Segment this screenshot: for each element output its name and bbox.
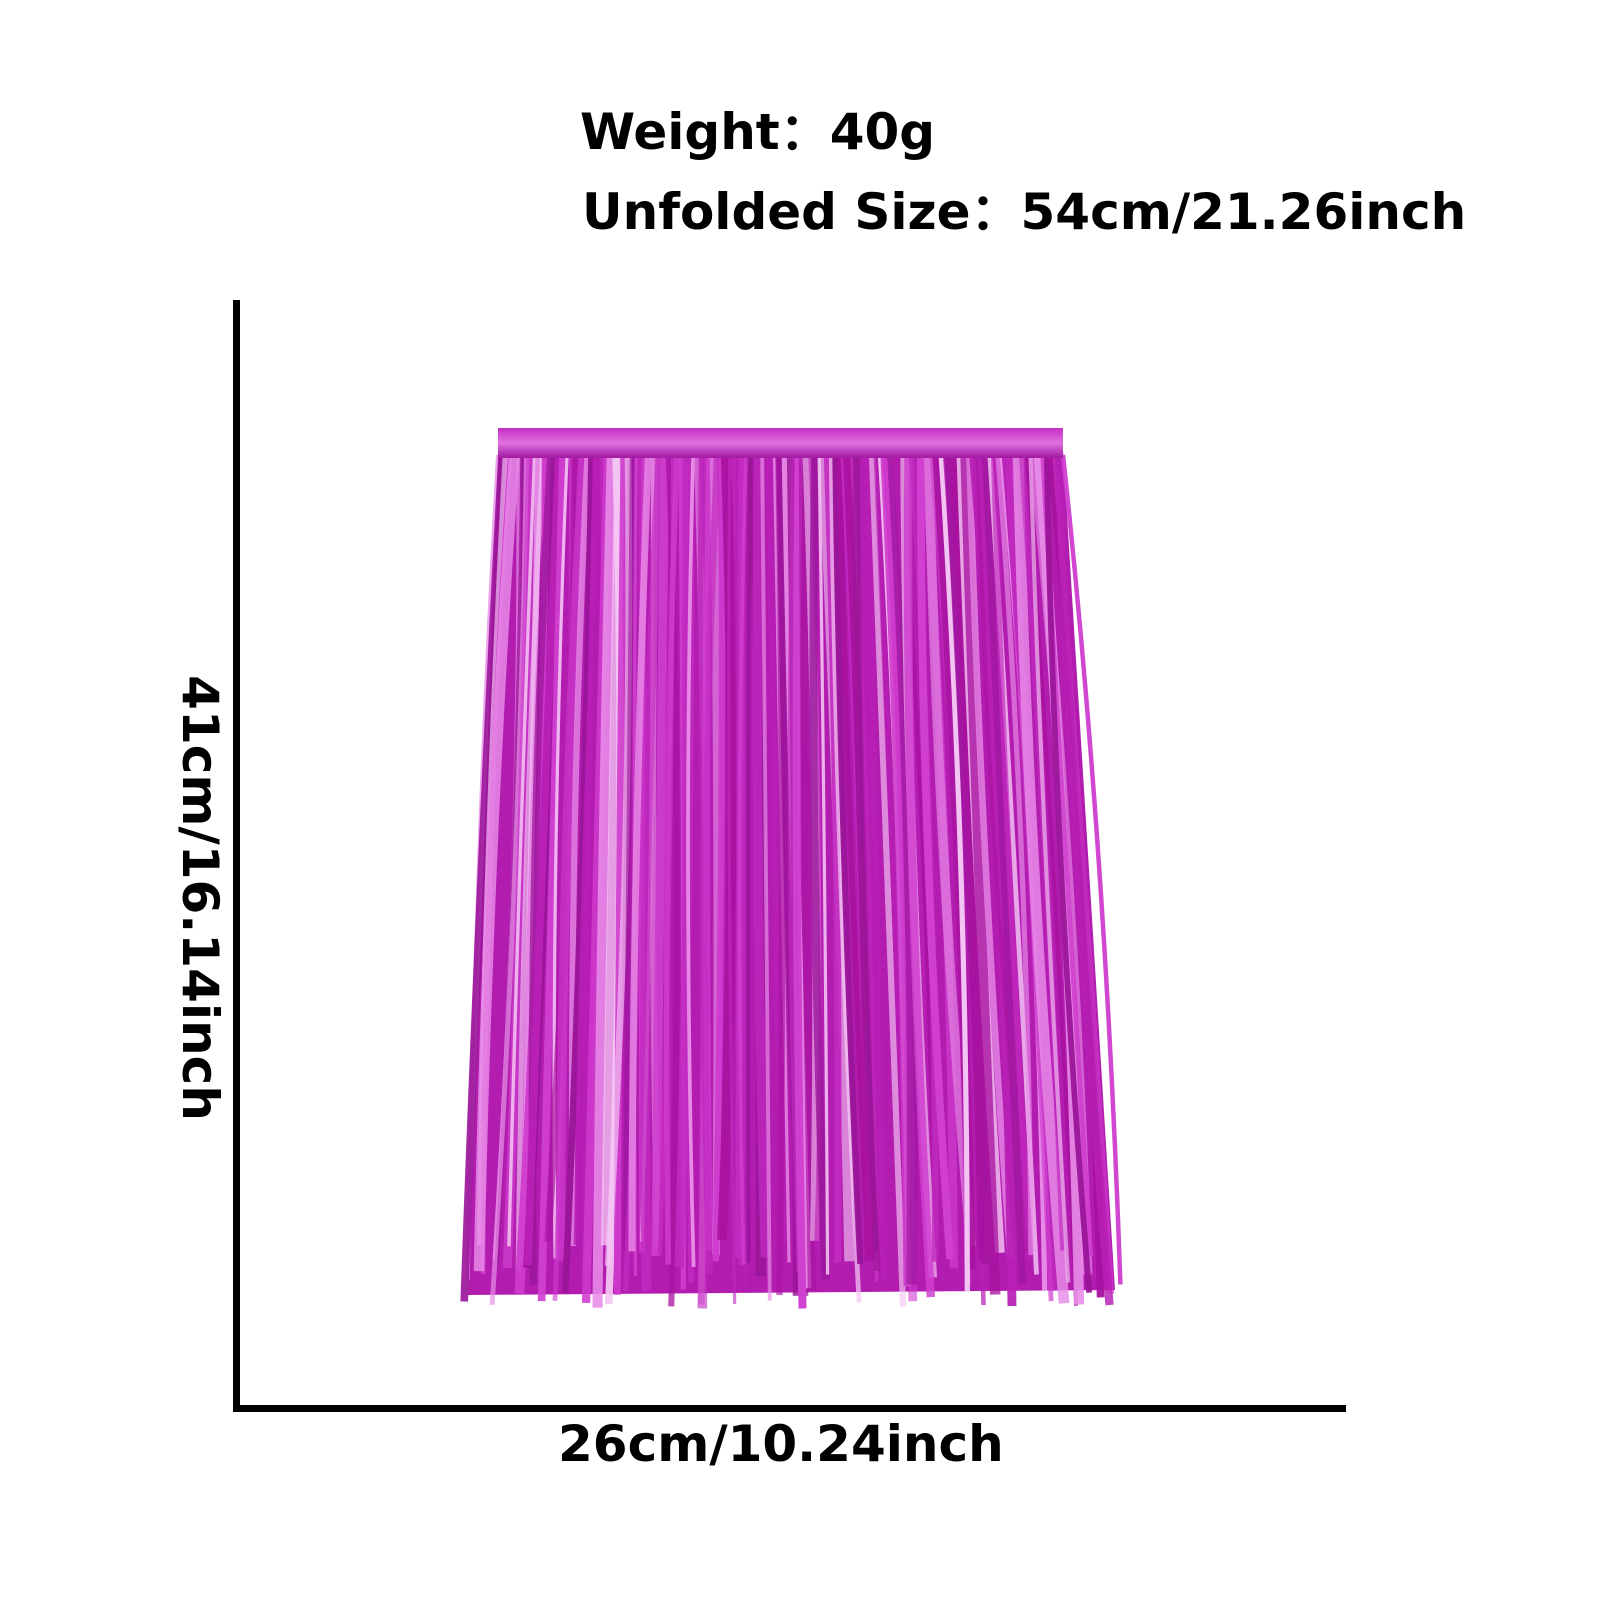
width-dimension-label: 26cm/10.24inch <box>558 1415 1004 1473</box>
fringe-strand <box>1028 454 1071 1283</box>
fringe-strand <box>817 454 830 1275</box>
fringe-strand <box>792 454 807 1309</box>
fringe-strand <box>613 454 628 1295</box>
fringe-strand <box>746 454 752 1263</box>
fringe-strand <box>836 454 871 1241</box>
fringe-strand <box>1054 454 1114 1306</box>
fringe-strand <box>798 454 816 1291</box>
fringe-strand <box>857 454 880 1252</box>
fringe-strand <box>651 454 670 1257</box>
fringe-strand <box>737 454 748 1265</box>
fringe-strand <box>828 454 862 1303</box>
fringe-strand <box>573 454 602 1245</box>
fringe-strand <box>938 454 970 1292</box>
fringe-strand <box>865 454 887 1282</box>
fringe-strand <box>561 454 595 1294</box>
fringe-strand <box>460 454 506 1302</box>
fringe-strand <box>686 454 696 1267</box>
fringe-strand <box>601 454 626 1246</box>
fringe-strand <box>524 454 563 1266</box>
fringe-strand <box>960 454 1001 1295</box>
fringe-strand <box>924 454 976 1247</box>
fringe-strand <box>809 454 830 1280</box>
fringe-strand <box>903 454 935 1298</box>
fringe-strand <box>1012 454 1070 1304</box>
fringe-strand <box>1043 454 1093 1293</box>
fringe-strand <box>473 454 520 1272</box>
fringe-strand <box>622 454 635 1252</box>
fringe-strand <box>868 454 907 1307</box>
fringe-strand <box>966 454 1014 1259</box>
fringe-strand <box>628 454 652 1252</box>
fringe-strand <box>592 454 617 1308</box>
fringe-strand <box>752 454 770 1258</box>
fringe-strand <box>702 454 721 1275</box>
fringe-strand <box>916 454 954 1260</box>
fringe-strands <box>460 450 1123 1309</box>
fringe-strand <box>640 454 666 1292</box>
unfolded-size-label: Unfolded Size：54cm/21.26inch <box>582 183 1467 241</box>
fringe-strand <box>990 454 1034 1258</box>
fringe-strand <box>507 454 537 1247</box>
fringe-strand <box>515 454 546 1271</box>
fringe-strand <box>604 454 633 1267</box>
fringe-strand <box>712 454 726 1262</box>
fringe-strand <box>537 454 567 1302</box>
fringe-strand <box>555 454 589 1261</box>
waistband <box>498 428 1063 458</box>
width-axis-line <box>233 1405 1346 1412</box>
fringe-strand <box>727 454 737 1304</box>
fringe-strand <box>995 454 1034 1255</box>
fringe-strand <box>1060 454 1123 1285</box>
weight-label: Weight：40g <box>580 103 936 161</box>
fringe-strand <box>663 454 680 1265</box>
height-axis-line <box>233 300 240 1412</box>
fringe-strand <box>832 454 864 1265</box>
fringe-strand <box>982 454 1027 1284</box>
fringe-strand <box>760 454 772 1301</box>
